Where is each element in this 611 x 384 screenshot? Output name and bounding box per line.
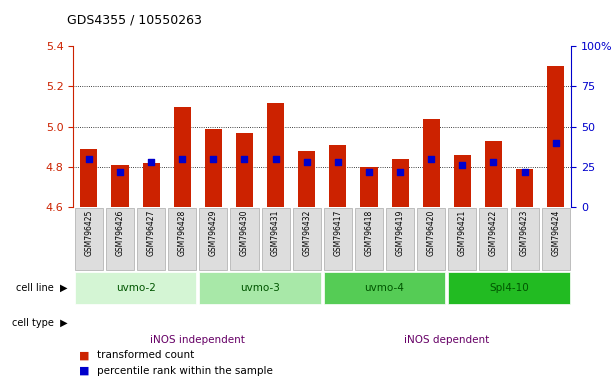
Bar <box>324 272 445 304</box>
Bar <box>423 119 440 207</box>
Point <box>177 156 187 162</box>
Bar <box>106 208 134 270</box>
Point <box>364 169 374 175</box>
Bar <box>417 208 445 270</box>
Bar <box>137 208 165 270</box>
Bar <box>298 151 315 207</box>
Point <box>426 156 436 162</box>
Point <box>84 156 93 162</box>
Bar <box>262 208 290 270</box>
Text: GSM796425: GSM796425 <box>84 209 93 256</box>
Text: percentile rank within the sample: percentile rank within the sample <box>97 366 273 376</box>
Bar <box>199 272 321 304</box>
Bar <box>230 208 258 270</box>
Text: iNOS dependent: iNOS dependent <box>404 335 489 345</box>
Point <box>115 169 125 175</box>
Point <box>208 156 218 162</box>
Bar <box>360 167 378 207</box>
Bar <box>75 208 103 270</box>
Text: GSM796428: GSM796428 <box>178 209 187 255</box>
Point <box>395 169 405 175</box>
Bar <box>511 208 539 270</box>
Text: uvmo-2: uvmo-2 <box>115 283 156 293</box>
Text: iNOS independent: iNOS independent <box>150 335 245 345</box>
Text: GSM796422: GSM796422 <box>489 209 498 255</box>
Bar <box>267 103 284 207</box>
Text: cell type  ▶: cell type ▶ <box>12 318 67 328</box>
Text: GSM796429: GSM796429 <box>209 209 218 256</box>
Point <box>458 162 467 169</box>
Text: GSM796423: GSM796423 <box>520 209 529 256</box>
Bar <box>355 208 383 270</box>
Text: GSM796420: GSM796420 <box>426 209 436 256</box>
Text: cell line  ▶: cell line ▶ <box>16 283 67 293</box>
Text: GSM796427: GSM796427 <box>147 209 156 256</box>
Bar <box>329 145 346 207</box>
Point <box>240 156 249 162</box>
Bar <box>480 208 508 270</box>
Text: GSM796424: GSM796424 <box>551 209 560 256</box>
Bar <box>324 208 352 270</box>
Bar <box>293 208 321 270</box>
Text: uvmo-3: uvmo-3 <box>240 283 280 293</box>
Bar <box>142 163 159 207</box>
Bar <box>205 129 222 207</box>
Text: GSM796417: GSM796417 <box>334 209 342 256</box>
Text: GSM796421: GSM796421 <box>458 209 467 255</box>
Bar <box>547 66 565 207</box>
Point <box>146 159 156 165</box>
Bar <box>174 107 191 207</box>
Bar <box>386 208 414 270</box>
Bar <box>80 149 97 207</box>
Point <box>271 156 280 162</box>
Bar <box>392 159 409 207</box>
Bar <box>454 155 471 207</box>
Text: GSM796431: GSM796431 <box>271 209 280 256</box>
Bar <box>542 208 569 270</box>
Text: Spl4-10: Spl4-10 <box>489 283 529 293</box>
Point <box>520 169 530 175</box>
Bar <box>485 141 502 207</box>
Point <box>333 159 343 165</box>
Bar <box>111 165 128 207</box>
Point <box>489 159 499 165</box>
Text: ■: ■ <box>79 366 90 376</box>
Bar <box>75 272 196 304</box>
Bar <box>448 272 569 304</box>
Text: GDS4355 / 10550263: GDS4355 / 10550263 <box>67 13 202 26</box>
Bar <box>448 208 477 270</box>
Text: GSM796419: GSM796419 <box>395 209 404 256</box>
Text: ■: ■ <box>79 350 90 360</box>
Text: GSM796432: GSM796432 <box>302 209 311 256</box>
Point <box>302 159 312 165</box>
Text: uvmo-4: uvmo-4 <box>365 283 404 293</box>
Text: GSM796426: GSM796426 <box>115 209 125 256</box>
Text: GSM796430: GSM796430 <box>240 209 249 256</box>
Text: transformed count: transformed count <box>97 350 194 360</box>
Bar <box>236 133 253 207</box>
Bar <box>168 208 196 270</box>
Bar <box>199 208 227 270</box>
Point <box>551 140 561 146</box>
Bar <box>516 169 533 207</box>
Text: GSM796418: GSM796418 <box>365 209 373 255</box>
